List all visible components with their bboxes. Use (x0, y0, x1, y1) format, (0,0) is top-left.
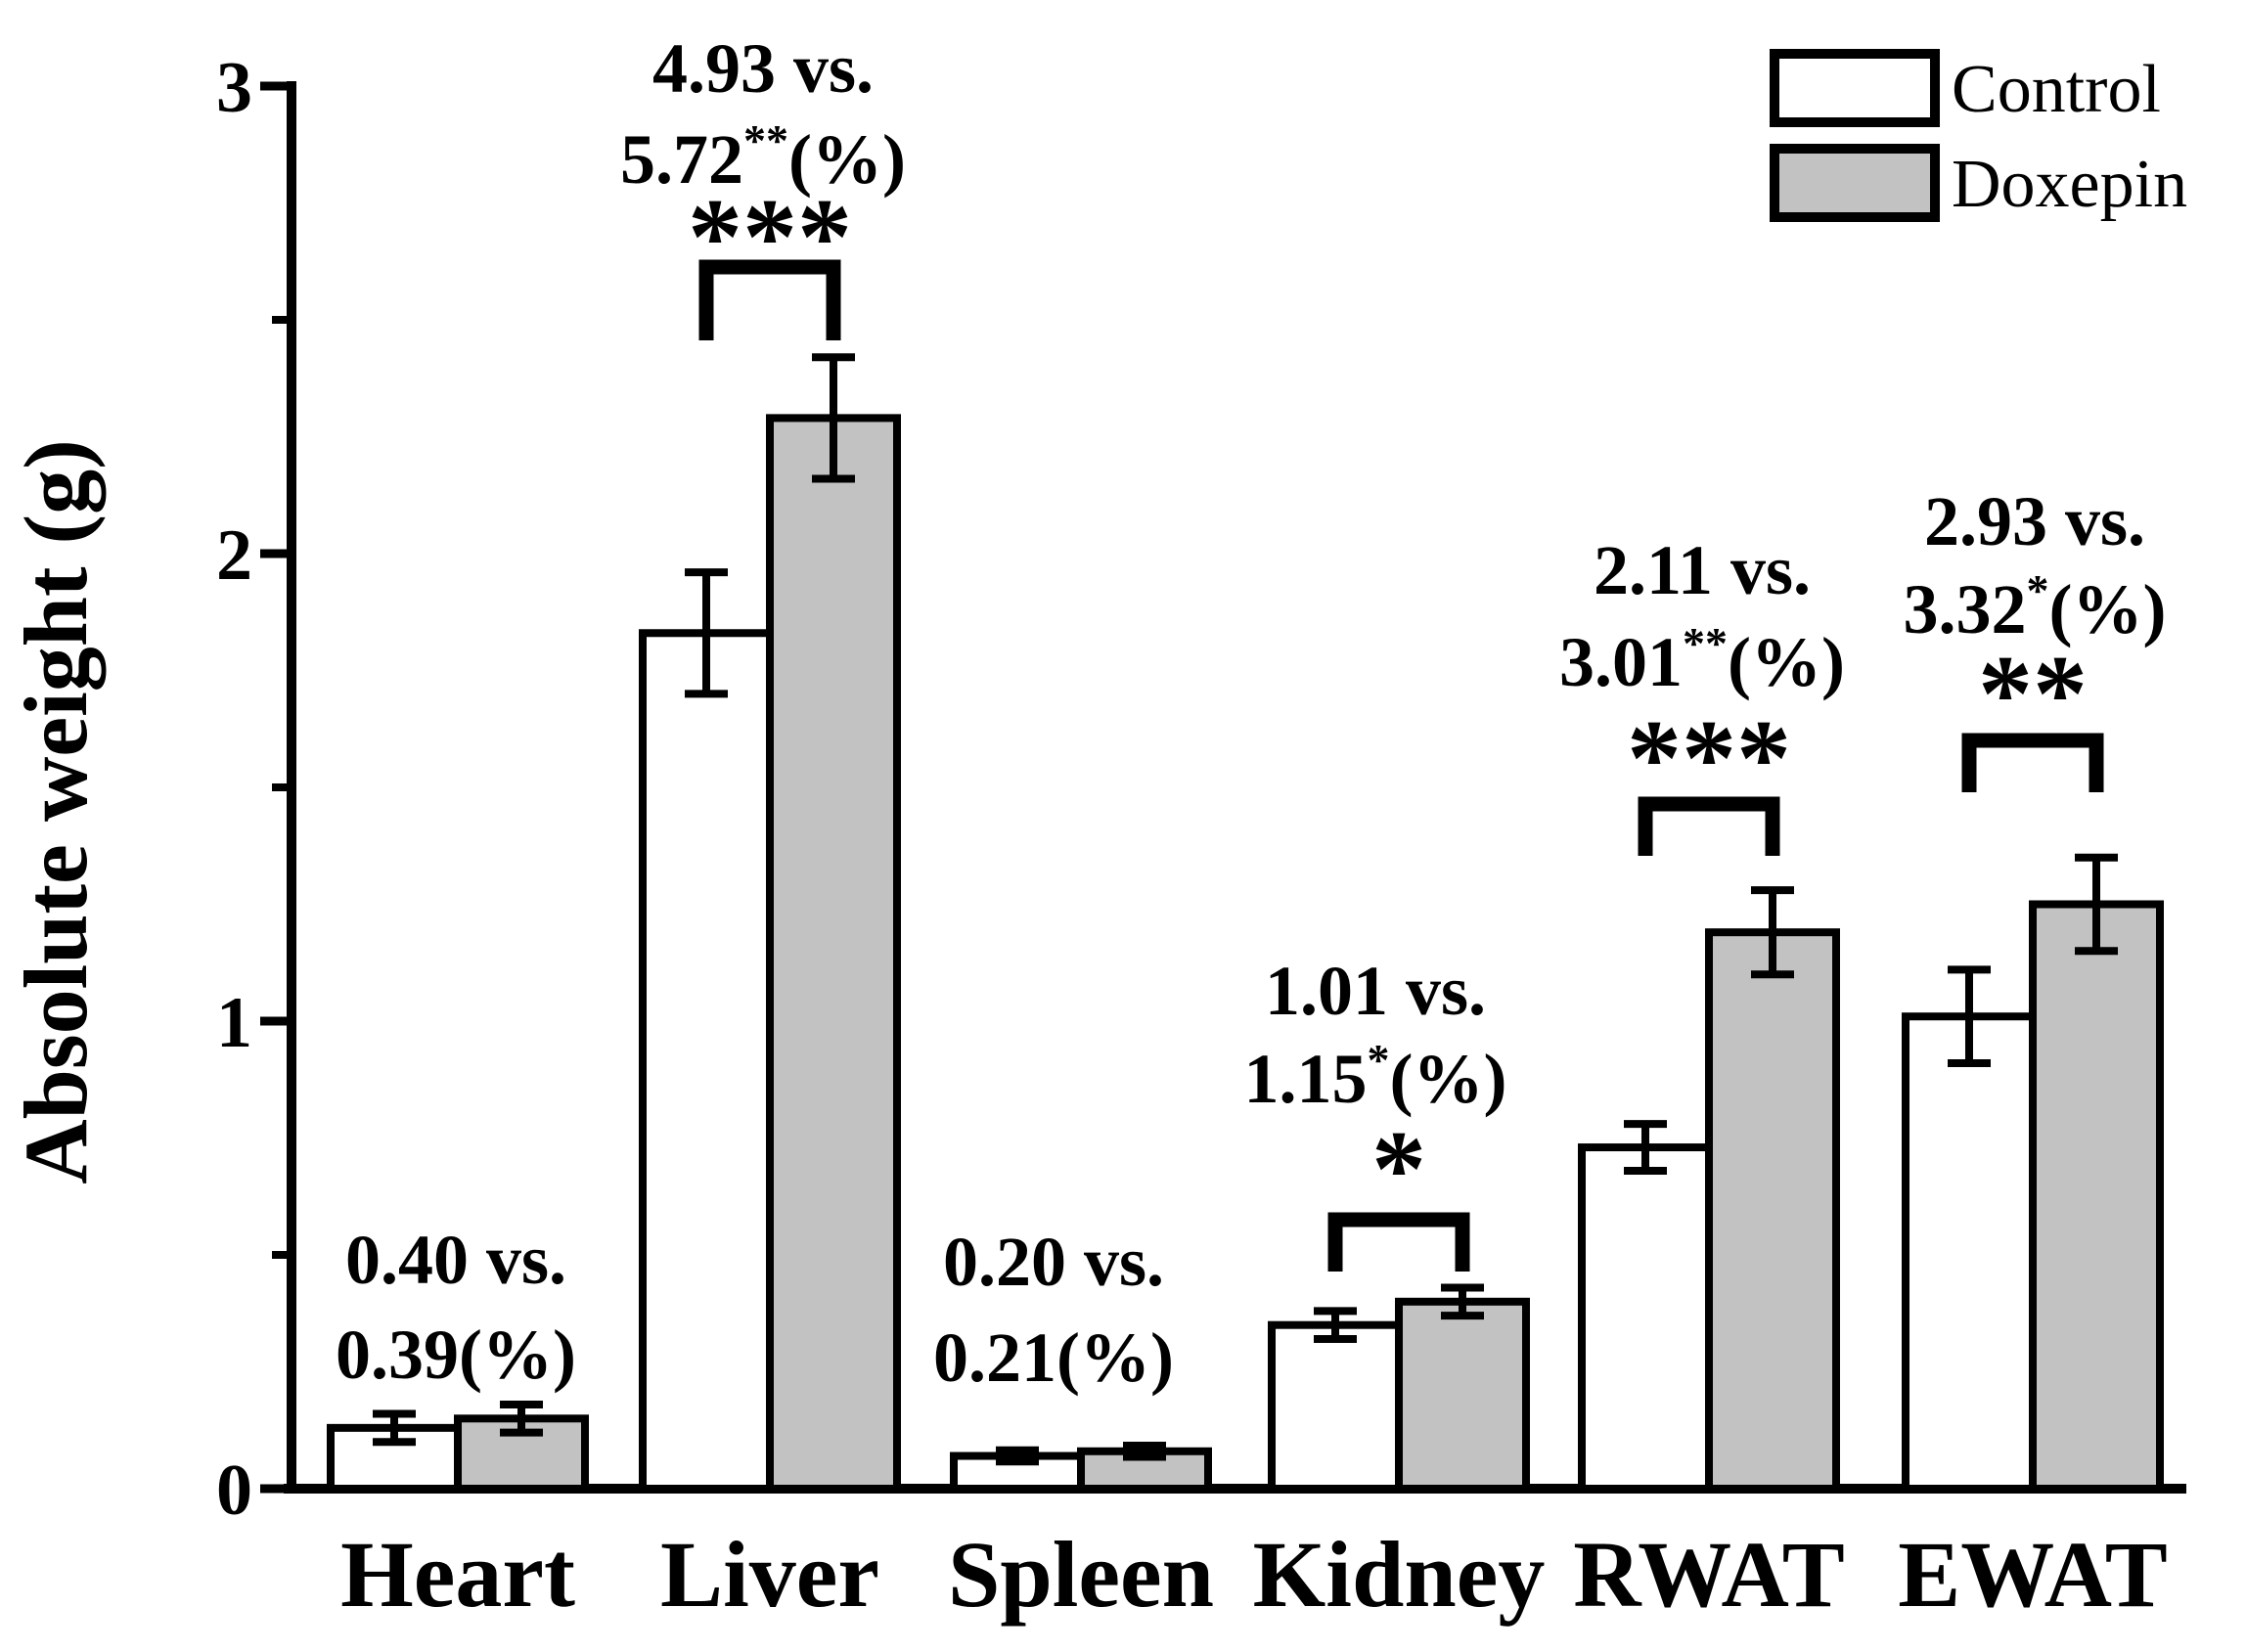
y-tick-label: 1 (216, 983, 252, 1063)
category-label-heart: Heart (340, 1522, 575, 1627)
annotation-line2-heart: 0.39(%) (336, 1316, 576, 1394)
legend-label-doxepin: Doxepin (1952, 147, 2187, 222)
annotation-line2-kidney: 1.15*(%) (1244, 1035, 1507, 1118)
bar-doxepin-kidney (1395, 1297, 1530, 1494)
category-label-kidney: Kidney (1253, 1522, 1546, 1627)
bar-control-rwat (1578, 1143, 1713, 1494)
category-label-spleen: Spleen (948, 1522, 1214, 1627)
bar-doxepin-liver (766, 414, 901, 1493)
bar-control-kidney (1268, 1320, 1403, 1493)
annotation-line1-ewat: 2.93 vs. (1924, 482, 2145, 560)
bar-control-liver (639, 629, 774, 1493)
y-tick-label: 0 (216, 1451, 252, 1531)
annotation-line1-kidney: 1.01 vs. (1265, 952, 1486, 1030)
annotation-line2-liver: 5.72**(%) (620, 115, 906, 199)
category-label-liver: Liver (660, 1522, 879, 1627)
significance-bracket-kidney (1327, 1212, 1470, 1272)
annotation-line2-ewat: 3.32*(%) (1904, 565, 2167, 648)
y-tick-label: 2 (216, 515, 252, 596)
annotation-line1-rwat: 2.11 vs. (1594, 531, 1811, 609)
annotation-line1-liver: 4.93 vs. (652, 29, 874, 108)
annotation-line2-rwat: 3.01**(%) (1559, 618, 1845, 701)
annotation-line1-heart: 0.40 vs. (345, 1221, 566, 1299)
significance-stars-liver: *** (688, 177, 852, 298)
category-label-rwat: RWAT (1573, 1522, 1845, 1627)
bar-doxepin-ewat (2029, 900, 2164, 1493)
significance-stars-kidney: * (1371, 1109, 1426, 1230)
bar-control-ewat (1902, 1012, 2037, 1493)
significance-bracket-liver (698, 259, 841, 340)
legend-label-control: Control (1952, 52, 2161, 127)
annotation-line1-spleen: 0.20 vs. (943, 1223, 1164, 1301)
category-label-ewat: EWAT (1898, 1522, 2168, 1627)
bar-doxepin-rwat (1705, 928, 1840, 1493)
significance-bracket-ewat (1961, 733, 2104, 792)
legend-swatch-doxepin (1770, 144, 1940, 222)
legend-swatch-control (1770, 49, 1940, 127)
annotation-line2-spleen: 0.21(%) (933, 1318, 1174, 1397)
y-tick-label: 3 (216, 48, 252, 128)
significance-bracket-rwat (1638, 796, 1780, 856)
y-axis-title: Absolute weight (g) (6, 439, 106, 1184)
